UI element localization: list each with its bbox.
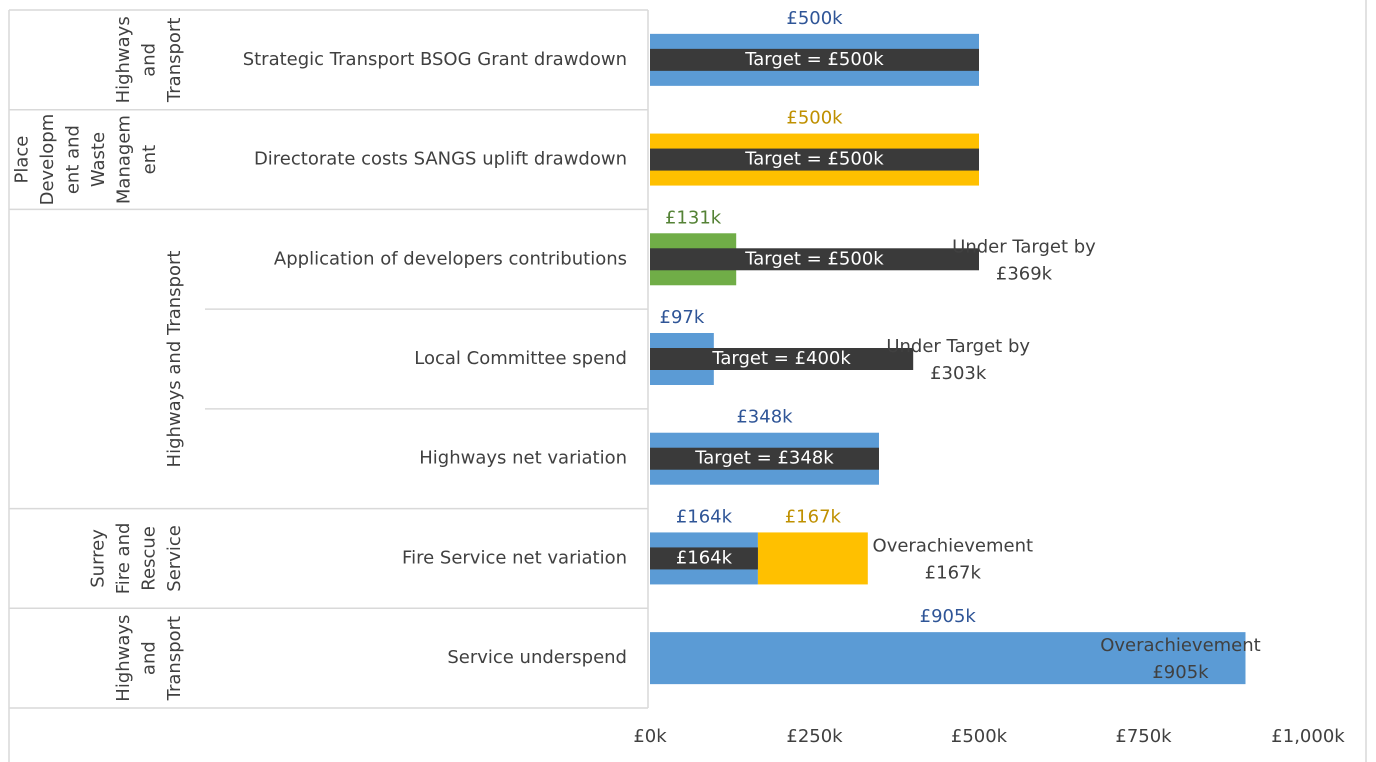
x-tick-label: £250k — [786, 726, 843, 747]
group-label: Highways — [113, 615, 134, 702]
group-label: Surrey — [88, 529, 109, 588]
annotation: Under Target by — [886, 336, 1030, 357]
group-label: and — [139, 641, 160, 675]
x-tick-label: £0k — [633, 726, 667, 747]
x-tick-label: £500k — [951, 726, 1008, 747]
annotation: £369k — [996, 263, 1053, 284]
category-label: Highways net variation — [419, 448, 627, 469]
group-label: Highways — [113, 16, 134, 103]
target-label: Target = £500k — [744, 248, 884, 269]
target-label: Target = £348k — [694, 448, 834, 469]
value-label: £131k — [665, 207, 722, 228]
x-tick-label: £750k — [1115, 726, 1172, 747]
group-label: Waste — [88, 132, 109, 187]
target-bar — [650, 348, 914, 370]
annotation: Under Target by — [952, 236, 1096, 257]
target-bar — [650, 48, 979, 71]
category-label: Strategic Transport BSOG Grant drawdown — [243, 49, 627, 70]
group-label: ent and — [63, 125, 84, 194]
value-label: £500k — [786, 108, 843, 129]
target-bar — [650, 447, 879, 470]
annotation: £167k — [925, 562, 982, 583]
annotation: Overachievement — [873, 535, 1034, 556]
group-label: Managem — [114, 115, 135, 204]
group-label: Fire and — [113, 523, 134, 595]
category-label: Local Committee spend — [414, 348, 627, 369]
group-label: Service — [164, 525, 185, 592]
group-label: ent — [139, 145, 160, 175]
value-label: £97k — [660, 307, 705, 328]
bar — [650, 632, 1246, 685]
annotation: £303k — [930, 363, 987, 384]
group-label: and — [139, 43, 160, 77]
category-label: Service underspend — [447, 647, 627, 668]
group-label: Transport — [164, 616, 185, 701]
value-label: £500k — [786, 8, 843, 29]
group-label: Rescue — [139, 526, 160, 591]
category-label: Fire Service net variation — [402, 547, 627, 568]
target-label: Target = £500k — [744, 149, 884, 170]
value-label: £905k — [920, 606, 977, 627]
target-label: £164k — [676, 547, 733, 568]
category-label: Application of developers contributions — [274, 248, 627, 269]
annotation: £905k — [1152, 662, 1209, 683]
group-label: Developm — [37, 114, 58, 206]
value-label: £164k — [676, 506, 733, 527]
target-bar — [650, 248, 979, 271]
target-label: Target = £400k — [711, 348, 851, 369]
annotation: Overachievement — [1100, 635, 1261, 656]
target-label: Target = £500k — [744, 49, 884, 70]
category-label: Directorate costs SANGS uplift drawdown — [254, 149, 627, 170]
value-label: £167k — [785, 506, 842, 527]
group-label: Highways and Transport — [164, 251, 185, 468]
x-tick-label: £1,000k — [1271, 726, 1345, 747]
group-label: Transport — [164, 18, 185, 103]
target-bar — [650, 547, 758, 570]
value-label: £348k — [736, 407, 793, 428]
group-label: Place — [12, 136, 33, 184]
target-bar — [650, 148, 979, 171]
stacked-bar — [757, 532, 868, 585]
